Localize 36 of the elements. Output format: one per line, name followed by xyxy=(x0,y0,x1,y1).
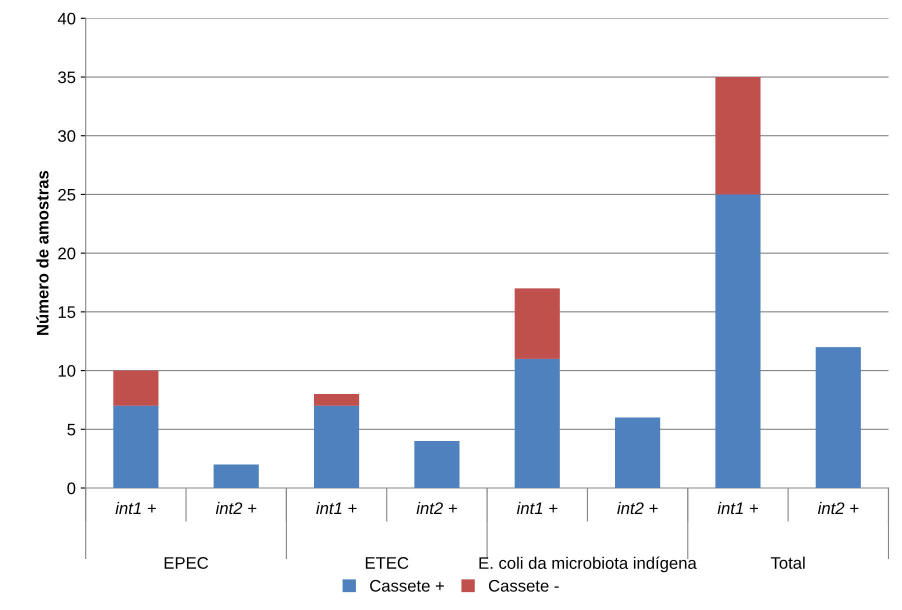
y-tick-label: 20 xyxy=(58,248,76,260)
bar xyxy=(314,394,360,406)
legend-label: Cassete + xyxy=(370,580,444,592)
x-tick-label: int1 + xyxy=(316,502,357,514)
x-tick-label: int2 + xyxy=(818,502,858,514)
legend-label: Cassete - xyxy=(488,580,559,592)
bar xyxy=(615,418,660,488)
bar xyxy=(414,441,460,488)
y-tick-label: 40 xyxy=(58,12,76,25)
text: EPEC xyxy=(164,557,208,569)
text: ETEC xyxy=(366,557,408,569)
y-tick-label: 15 xyxy=(58,306,76,318)
y-axis-title: Número de amostras xyxy=(36,170,49,335)
x-tick-label: int1 + xyxy=(116,502,156,514)
x-tick-label: int2 + xyxy=(617,502,658,514)
bar xyxy=(514,288,560,359)
y-tick-label: 35 xyxy=(58,71,76,84)
text: Total xyxy=(770,556,805,569)
y-tick-label: 30 xyxy=(58,130,76,142)
y-tick-label: 0 xyxy=(67,482,76,494)
x-tick-label: int1 + xyxy=(516,502,558,514)
x-tick-label: int2 + xyxy=(216,502,256,514)
y-tick-label: 25 xyxy=(58,188,76,201)
x-tick-label: int2 + xyxy=(416,502,457,514)
text: E. coli da microbiota indígena xyxy=(479,556,697,572)
bar xyxy=(715,194,761,488)
bar xyxy=(715,77,761,194)
bar xyxy=(113,370,158,406)
bar xyxy=(214,464,259,488)
bar xyxy=(514,358,560,488)
bar xyxy=(816,347,861,488)
x-tick-label: int1 + xyxy=(718,502,758,514)
y-tick-label: 5 xyxy=(67,424,76,436)
y-tick-label: 10 xyxy=(58,364,76,377)
bar xyxy=(113,406,158,488)
bar xyxy=(314,406,360,488)
